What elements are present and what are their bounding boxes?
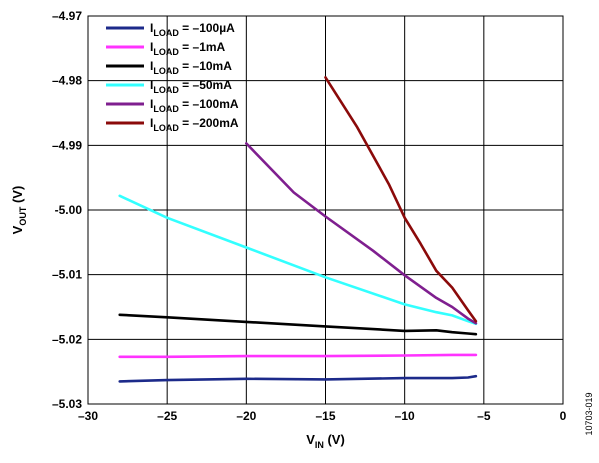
x-tick-label: –5 <box>477 409 491 423</box>
legend-label-value: = –100mA <box>179 97 239 111</box>
series-line <box>118 353 478 359</box>
legend-label-value: = –200mA <box>179 116 239 130</box>
y-tick-label: -5.00 <box>55 203 83 217</box>
legend-label-main: I <box>150 78 153 92</box>
x-tick-label: –15 <box>315 409 335 423</box>
x-axis-title: VIN (V) <box>306 432 345 450</box>
legend-label: ILOAD = –100µA <box>150 21 235 38</box>
series-line <box>118 313 478 336</box>
series-line <box>245 142 478 325</box>
y-tick-label: –4.97 <box>52 9 82 23</box>
legend-label-sub: LOAD <box>153 85 179 95</box>
legend-label-sub: LOAD <box>153 66 179 76</box>
grid-lines <box>88 16 563 404</box>
y-tick-label: –4.99 <box>52 138 82 152</box>
legend-label-value: = –1mA <box>179 40 226 54</box>
x-tick-label: –10 <box>395 409 415 423</box>
y-tick-label: –5.01 <box>52 268 82 282</box>
y-tick-label: –4.98 <box>52 74 82 88</box>
y-tick-label: –5.03 <box>52 397 82 411</box>
legend-label: ILOAD = –50mA <box>150 78 232 95</box>
legend-label-sub: LOAD <box>153 28 179 38</box>
x-tick-label: 0 <box>560 409 567 423</box>
legend-label-value: = –50mA <box>179 78 232 92</box>
legend-label-main: I <box>150 59 153 73</box>
series-lines <box>118 76 478 383</box>
series-line <box>118 194 478 326</box>
legend-label-sub: LOAD <box>153 47 179 57</box>
legend-label-main: I <box>150 116 153 130</box>
series-line <box>118 374 478 383</box>
legend-label-sub: LOAD <box>153 123 179 133</box>
legend-label: ILOAD = –100mA <box>150 97 239 114</box>
legend-label: ILOAD = –1mA <box>150 40 226 57</box>
y-axis-title: VOUT (V) <box>10 186 28 235</box>
x-tick-label: –25 <box>157 409 177 423</box>
legend-label: ILOAD = –10mA <box>150 59 232 76</box>
legend-label-value: = –10mA <box>179 59 232 73</box>
legend-label-sub: LOAD <box>153 104 179 114</box>
legend-label-main: I <box>150 40 153 54</box>
x-tick-label: –30 <box>78 409 98 423</box>
legend-label-main: I <box>150 21 153 35</box>
legend-label-value: = –100µA <box>179 21 235 35</box>
x-tick-label: –20 <box>236 409 256 423</box>
x-tick-labels: –30 –25 –20 –15 –10 –5 0 <box>78 409 567 423</box>
series-line <box>324 76 478 323</box>
y-tick-label: –5.02 <box>52 332 82 346</box>
figure-id: 10703-019 <box>584 392 594 435</box>
y-tick-labels: –4.97 –4.98 –4.99 -5.00 –5.01 –5.02 –5.03 <box>52 9 82 411</box>
legend-label-main: I <box>150 97 153 111</box>
legend-label: ILOAD = –200mA <box>150 116 239 133</box>
